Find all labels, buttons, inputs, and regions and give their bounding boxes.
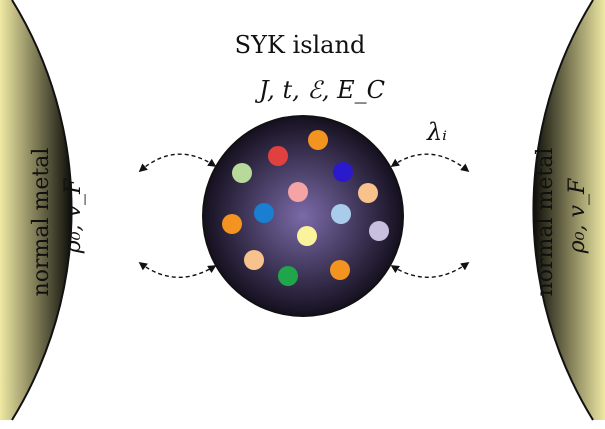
island-params: J, t, ℰ, E_C — [254, 76, 385, 104]
fermion-dot — [333, 162, 353, 182]
fermion-dot — [288, 182, 308, 202]
tunnel-arrow-right-lower — [390, 262, 470, 278]
fermion-dot — [222, 214, 242, 234]
coupling-label: λᵢ — [426, 118, 447, 146]
island-title: SYK island — [235, 31, 366, 59]
fermion-dot — [254, 203, 274, 223]
tunnel-arrow-left-lower — [138, 261, 217, 278]
left-lead-label: normal metal — [29, 148, 54, 297]
fermion-dot — [278, 266, 298, 286]
fermion-dot — [369, 221, 389, 241]
left-lead-params: ρ₀, v_F — [61, 178, 86, 254]
right-lead-label: normal metal — [533, 148, 558, 297]
fermion-dots — [222, 130, 389, 286]
tunnel-arrow-left-upper — [138, 153, 217, 173]
right-lead-params: ρ₀, v_F — [565, 178, 590, 254]
fermion-dot — [358, 183, 378, 203]
fermion-dot — [331, 204, 351, 224]
tunnel-arrow-right-upper — [390, 153, 470, 173]
left-lead — [0, 0, 72, 420]
fermion-dot — [244, 250, 264, 270]
fermion-dot — [308, 130, 328, 150]
fermion-dot — [330, 260, 350, 280]
left-lead-edge — [11, 0, 73, 421]
fermion-dot — [268, 146, 288, 166]
fermion-dot — [297, 226, 317, 246]
right-lead — [533, 0, 605, 420]
fermion-dot — [232, 163, 252, 183]
right-lead-edge — [532, 0, 594, 421]
